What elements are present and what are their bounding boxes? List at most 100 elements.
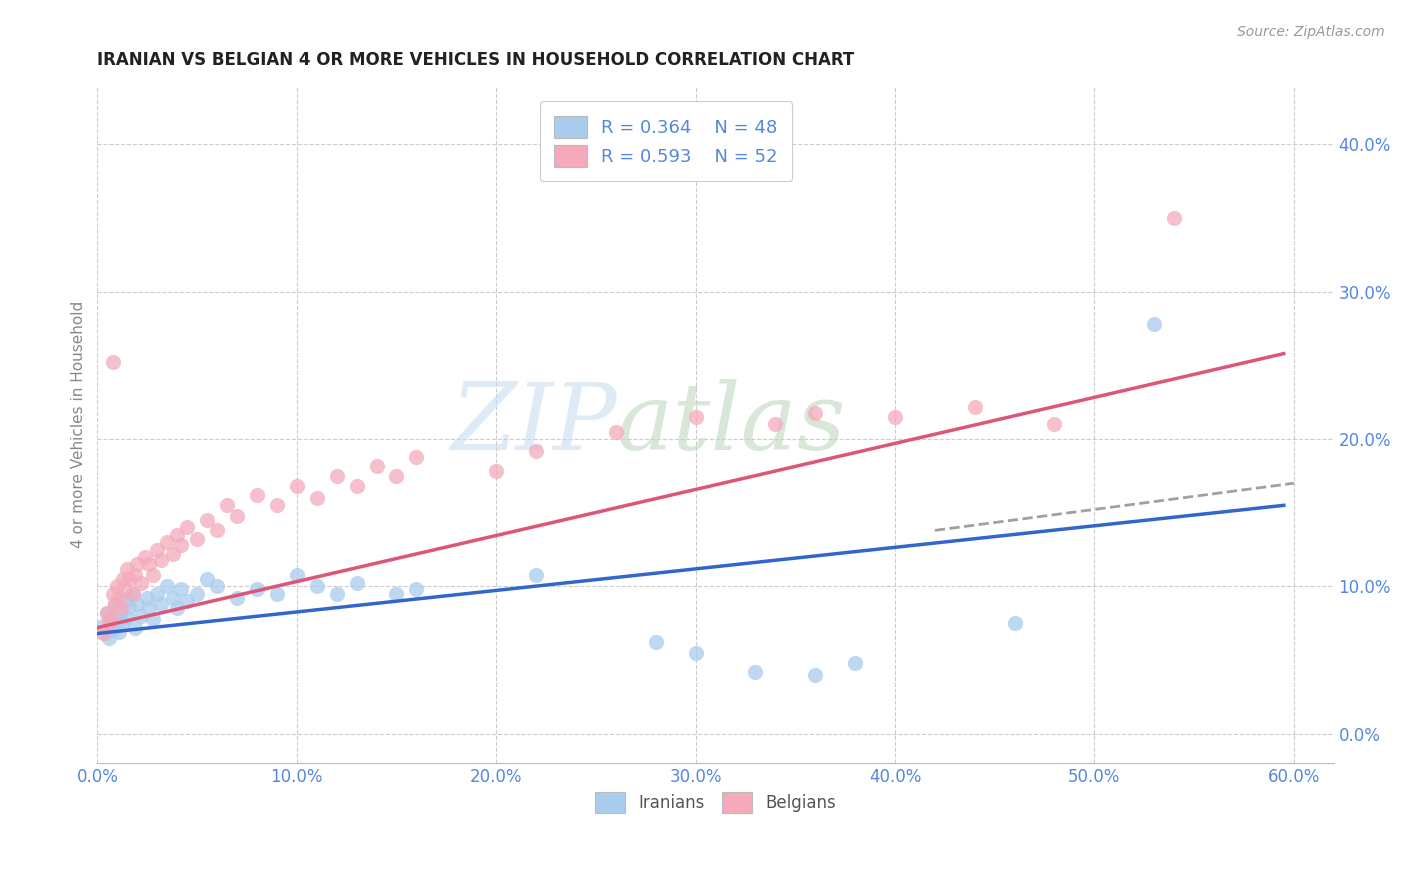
Point bbox=[136, 591, 159, 606]
Point bbox=[1043, 417, 1066, 432]
Point bbox=[285, 567, 308, 582]
Point bbox=[186, 533, 208, 547]
Point bbox=[104, 597, 127, 611]
Point bbox=[685, 409, 707, 424]
Point bbox=[122, 587, 145, 601]
Point bbox=[524, 567, 547, 582]
Point bbox=[138, 601, 160, 615]
Point bbox=[246, 488, 269, 502]
Point bbox=[170, 538, 193, 552]
Point bbox=[105, 615, 128, 629]
Point bbox=[114, 592, 136, 607]
Point bbox=[385, 587, 408, 601]
Point bbox=[346, 576, 368, 591]
Point bbox=[176, 594, 198, 608]
Point bbox=[117, 562, 139, 576]
Point bbox=[176, 520, 198, 534]
Point bbox=[103, 587, 125, 601]
Point bbox=[156, 579, 179, 593]
Point bbox=[138, 558, 160, 572]
Point bbox=[305, 579, 328, 593]
Point bbox=[118, 599, 141, 614]
Point bbox=[96, 606, 118, 620]
Text: ZIP: ZIP bbox=[450, 379, 617, 469]
Point bbox=[91, 626, 114, 640]
Point bbox=[524, 443, 547, 458]
Point bbox=[1143, 317, 1166, 331]
Point bbox=[112, 616, 135, 631]
Point bbox=[963, 400, 986, 414]
Point bbox=[100, 612, 122, 626]
Point bbox=[103, 622, 125, 636]
Point bbox=[162, 591, 184, 606]
Point bbox=[127, 558, 149, 572]
Point bbox=[129, 576, 152, 591]
Point bbox=[166, 528, 188, 542]
Point bbox=[226, 508, 249, 523]
Point bbox=[685, 646, 707, 660]
Point bbox=[108, 625, 131, 640]
Point bbox=[166, 601, 188, 615]
Point bbox=[162, 547, 184, 561]
Point bbox=[122, 587, 145, 601]
Point bbox=[134, 549, 156, 564]
Point bbox=[170, 582, 193, 597]
Point bbox=[118, 572, 141, 586]
Point bbox=[114, 582, 136, 597]
Point bbox=[91, 619, 114, 633]
Point bbox=[108, 591, 131, 606]
Point bbox=[195, 513, 218, 527]
Point bbox=[124, 567, 146, 582]
Text: atlas: atlas bbox=[617, 379, 846, 469]
Point bbox=[150, 553, 173, 567]
Point bbox=[112, 572, 135, 586]
Point bbox=[146, 587, 169, 601]
Point bbox=[884, 409, 907, 424]
Point bbox=[605, 425, 627, 439]
Point bbox=[405, 450, 427, 464]
Point bbox=[105, 579, 128, 593]
Point bbox=[104, 597, 127, 611]
Point bbox=[98, 631, 121, 645]
Point bbox=[266, 499, 288, 513]
Legend: Iranians, Belgians: Iranians, Belgians bbox=[585, 782, 846, 822]
Point bbox=[186, 587, 208, 601]
Point bbox=[103, 355, 125, 369]
Point bbox=[405, 582, 427, 597]
Point bbox=[266, 587, 288, 601]
Y-axis label: 4 or more Vehicles in Household: 4 or more Vehicles in Household bbox=[72, 301, 86, 548]
Point bbox=[150, 597, 173, 611]
Point bbox=[110, 604, 132, 618]
Point bbox=[117, 610, 139, 624]
Point bbox=[142, 567, 165, 582]
Point bbox=[844, 656, 866, 670]
Point bbox=[94, 626, 117, 640]
Point bbox=[325, 587, 347, 601]
Point bbox=[1004, 616, 1026, 631]
Point bbox=[110, 601, 132, 615]
Point bbox=[124, 621, 146, 635]
Point bbox=[215, 499, 238, 513]
Point bbox=[142, 612, 165, 626]
Point bbox=[644, 635, 666, 649]
Point bbox=[100, 612, 122, 626]
Point bbox=[246, 582, 269, 597]
Point bbox=[804, 405, 827, 419]
Point bbox=[205, 524, 228, 538]
Point bbox=[98, 616, 121, 631]
Point bbox=[325, 468, 347, 483]
Point bbox=[285, 479, 308, 493]
Point bbox=[485, 465, 508, 479]
Point bbox=[346, 479, 368, 493]
Text: Source: ZipAtlas.com: Source: ZipAtlas.com bbox=[1237, 25, 1385, 39]
Point bbox=[205, 579, 228, 593]
Point bbox=[226, 591, 249, 606]
Point bbox=[366, 458, 388, 473]
Point bbox=[1163, 211, 1185, 225]
Point bbox=[305, 491, 328, 505]
Point bbox=[385, 468, 408, 483]
Point bbox=[763, 417, 786, 432]
Text: IRANIAN VS BELGIAN 4 OR MORE VEHICLES IN HOUSEHOLD CORRELATION CHART: IRANIAN VS BELGIAN 4 OR MORE VEHICLES IN… bbox=[97, 51, 855, 69]
Point bbox=[744, 665, 766, 679]
Point bbox=[804, 667, 827, 681]
